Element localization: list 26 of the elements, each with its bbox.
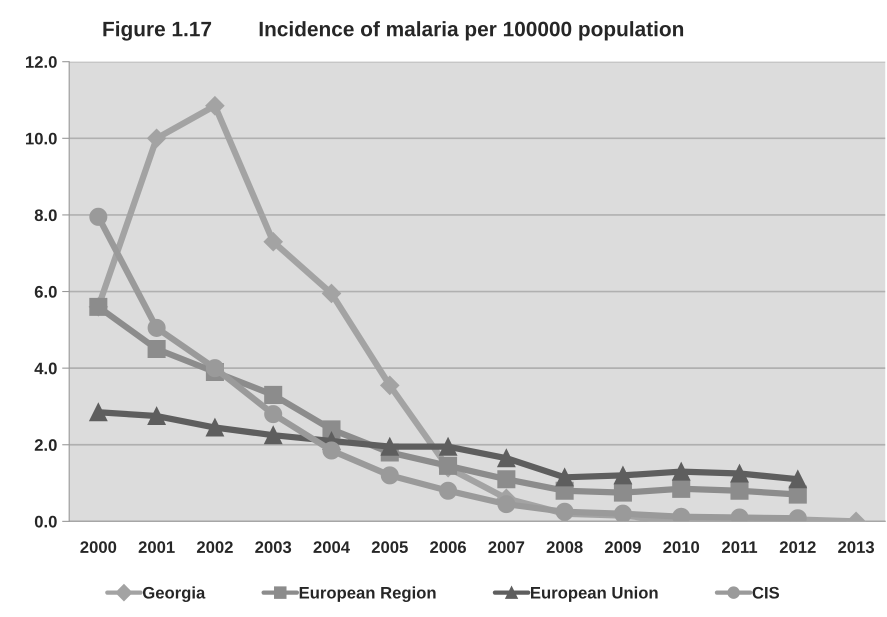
legend-label: Georgia [142, 586, 206, 602]
legend-label: CIS [752, 586, 780, 599]
y-tick-label: 4.0 [34, 362, 57, 374]
chart-title: Figure 1.17 Incidence of malaria per 100000 population [103, 21, 684, 41]
x-tick-label: 2003 [255, 541, 292, 554]
x-tick-label: 2004 [314, 541, 350, 554]
y-tick-label: 6.0 [34, 286, 57, 298]
x-tick-label: 2008 [546, 541, 583, 554]
y-tick-label: 8.0 [34, 209, 57, 222]
x-tick-label: 2012 [780, 541, 816, 554]
x-tick-label: 2001 [138, 541, 175, 554]
x-tick-label: 2013 [838, 541, 874, 554]
y-tick-label: 2.0 [34, 439, 57, 451]
x-tick-label: 2005 [372, 541, 408, 554]
x-tick-label: 2011 [722, 541, 758, 554]
y-tick-label: 10.0 [26, 132, 57, 145]
legend-label: European Union [531, 586, 658, 602]
legend-label: European Region [300, 586, 436, 602]
x-tick-label: 2006 [430, 541, 466, 554]
x-tick-label: 2010 [663, 541, 700, 554]
x-tick-label: 2000 [80, 541, 116, 554]
x-tick-label: 2002 [196, 541, 233, 554]
x-tick-label: 2007 [488, 541, 524, 554]
x-tick-label: 2009 [604, 541, 641, 554]
y-tick-label: 0.0 [34, 516, 57, 528]
y-tick-label: 12.0 [26, 56, 57, 68]
